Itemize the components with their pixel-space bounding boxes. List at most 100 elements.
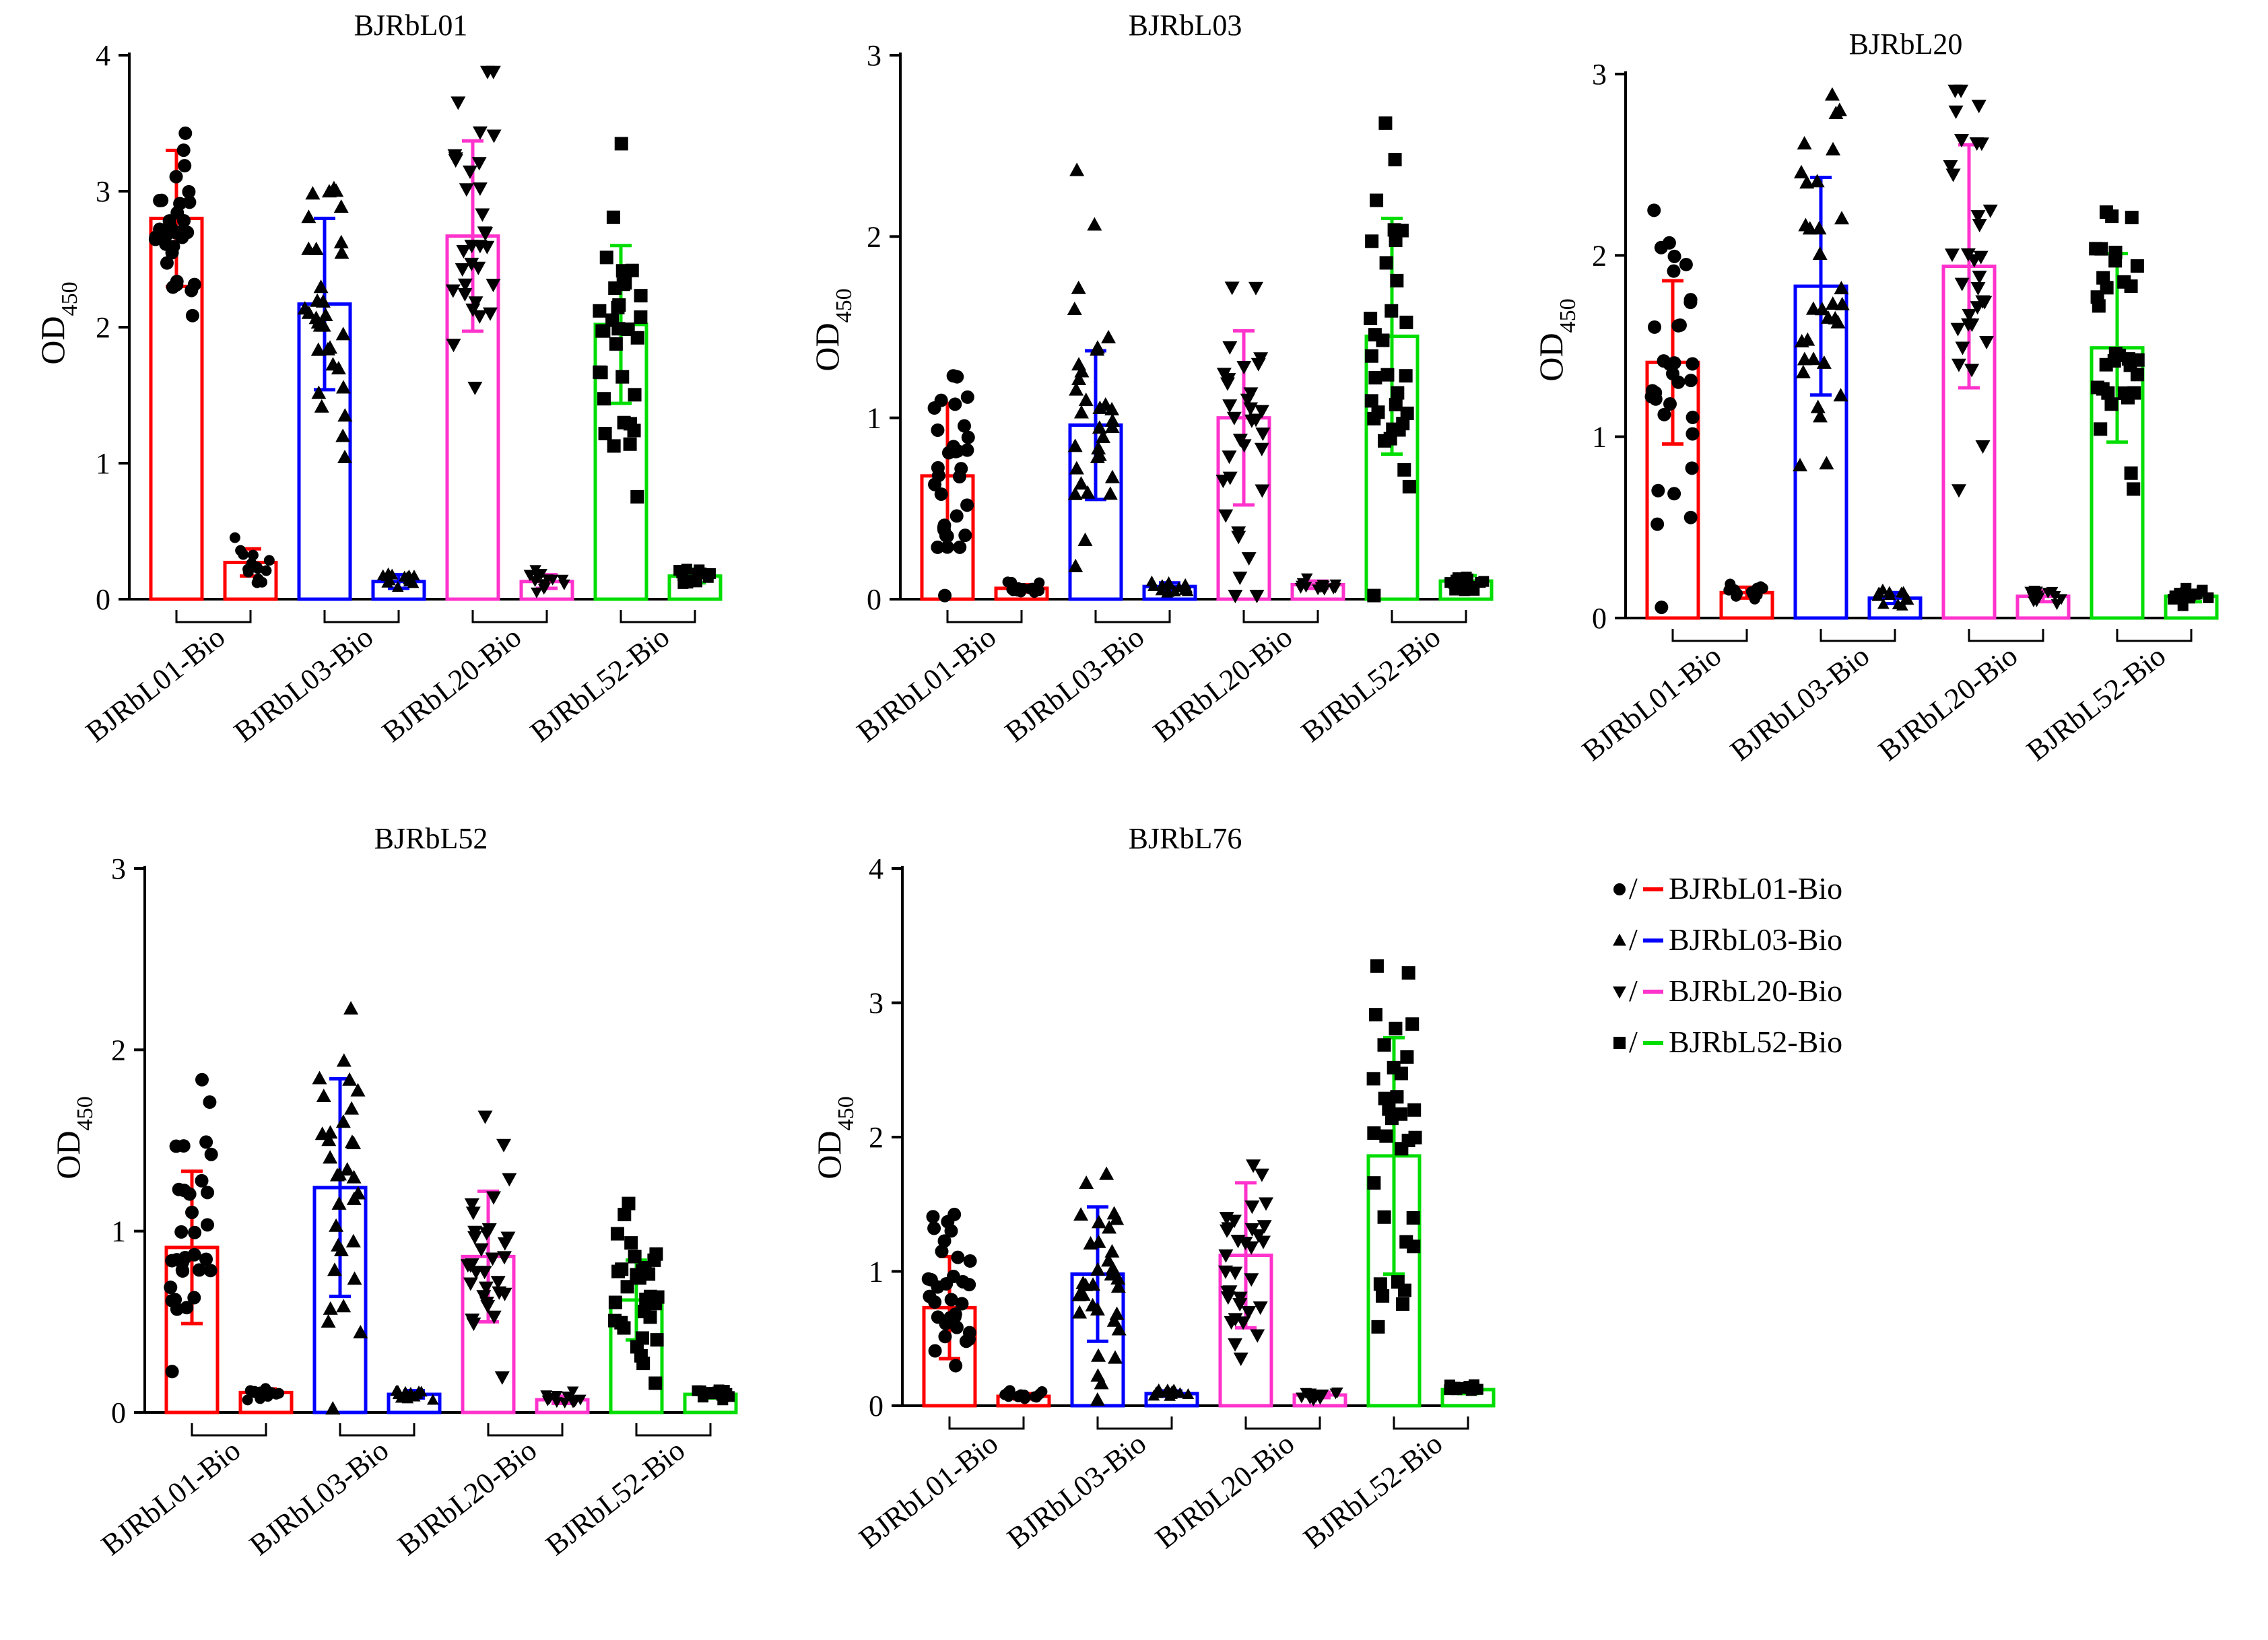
- data-point: [200, 1218, 214, 1232]
- data-point: [1964, 364, 1980, 378]
- x-tick-label: BJRbL01-Bio: [79, 620, 231, 749]
- data-point: [1173, 581, 1185, 592]
- data-point: [1102, 486, 1118, 500]
- data-point: [479, 65, 495, 79]
- data-point: [937, 523, 951, 537]
- data-point: [691, 576, 702, 588]
- data-point: [1657, 407, 1671, 421]
- data-point: [1071, 280, 1086, 294]
- data-point: [323, 1301, 338, 1315]
- data-point: [1080, 485, 1096, 499]
- data-point: [1391, 1275, 1405, 1289]
- data-point: [1111, 1322, 1127, 1336]
- data-point: [195, 1173, 209, 1188]
- data-point: [335, 380, 351, 394]
- y-axis-label: OD450: [49, 1096, 98, 1179]
- data-point: [343, 1000, 359, 1015]
- data-point: [960, 390, 974, 404]
- data-point: [1400, 1050, 1414, 1064]
- data-point: [467, 382, 483, 396]
- data-point: [937, 1234, 952, 1248]
- data-point: [502, 1173, 517, 1187]
- data-point: [1371, 1320, 1385, 1334]
- data-point: [1370, 193, 1384, 207]
- legend-label: BJRbL03-Bio: [1669, 922, 1842, 957]
- data-point: [1813, 409, 1828, 423]
- legend-label: BJRbL52-Bio: [1669, 1025, 1842, 1059]
- data-point: [1378, 434, 1392, 448]
- data-point: [2099, 357, 2113, 372]
- data-point: [1449, 584, 1461, 596]
- data-point: [1099, 1166, 1114, 1180]
- data-point: [1231, 526, 1246, 540]
- data-point: [1834, 211, 1849, 225]
- data-point: [1683, 296, 1698, 310]
- data-point: [531, 587, 543, 599]
- data-point: [1255, 484, 1270, 498]
- data-point: [178, 159, 192, 173]
- data-point: [1806, 351, 1822, 366]
- data-point: [395, 1392, 407, 1403]
- data-point: [1982, 204, 1998, 218]
- data-point: [1104, 1243, 1120, 1258]
- data-point: [331, 1196, 347, 1210]
- data-point: [1951, 484, 1966, 498]
- data-point: [1228, 590, 1243, 604]
- data-point: [478, 1281, 494, 1295]
- data-point: [1155, 584, 1168, 596]
- data-point: [944, 1293, 958, 1307]
- data-point: [1073, 476, 1089, 490]
- data-point: [623, 437, 637, 451]
- data-point: [187, 1248, 201, 1262]
- data-point: [346, 1169, 362, 1184]
- data-point: [624, 1236, 638, 1250]
- data-point: [1826, 141, 1841, 156]
- data-point: [1871, 590, 1883, 601]
- data-point: [628, 388, 642, 402]
- data-point: [2174, 588, 2185, 599]
- panels: BJRbL01OD45001234BJRbL01-BioBJRbL03-BioB…: [34, 9, 2219, 1562]
- data-point: [325, 1401, 341, 1415]
- data-point: [648, 1376, 663, 1390]
- data-point: [1974, 137, 1989, 151]
- data-point: [204, 1147, 218, 1161]
- data-point: [148, 232, 162, 246]
- data-point: [1964, 318, 1980, 333]
- y-tick-label: 3: [867, 39, 881, 72]
- legend-slash: /: [1629, 1025, 1638, 1059]
- panel-bjrbl76: BJRbL76OD45001234BJRbL01-BioBJRbL03-BioB…: [810, 822, 1496, 1555]
- x-tick-label: BJRbL52-Bio: [524, 620, 675, 749]
- data-point: [702, 572, 714, 583]
- data-point: [403, 575, 415, 586]
- data-point: [1475, 576, 1486, 588]
- data-point: [1399, 315, 1413, 329]
- data-point: [321, 1314, 336, 1328]
- data-point: [1379, 256, 1393, 270]
- data-point: [1405, 1017, 1420, 1031]
- x-tick-label: BJRbL03-Bio: [999, 620, 1150, 749]
- data-point: [636, 1357, 651, 1371]
- data-point: [939, 1276, 954, 1291]
- data-point: [301, 209, 316, 224]
- data-point: [947, 1207, 962, 1221]
- data-point: [1650, 517, 1665, 531]
- data-point: [1394, 1066, 1408, 1081]
- data-point: [1073, 1207, 1089, 1221]
- data-point: [203, 1095, 217, 1109]
- data-point: [1683, 510, 1698, 524]
- data-point: [1243, 402, 1259, 416]
- pair-bracket: [1671, 629, 1748, 642]
- pair-bracket: [620, 610, 696, 623]
- data-point: [1236, 361, 1252, 375]
- data-point: [1094, 1375, 1109, 1390]
- y-tick-label: 4: [869, 852, 883, 885]
- data-point: [1951, 358, 1966, 372]
- data-point: [462, 165, 477, 179]
- data-point: [1395, 224, 1409, 238]
- data-point: [1244, 1273, 1259, 1287]
- pair-bracket: [1820, 629, 1896, 642]
- data-point: [955, 1297, 969, 1311]
- data-point: [2092, 299, 2106, 313]
- data-point: [176, 1139, 191, 1153]
- data-point: [948, 1307, 962, 1322]
